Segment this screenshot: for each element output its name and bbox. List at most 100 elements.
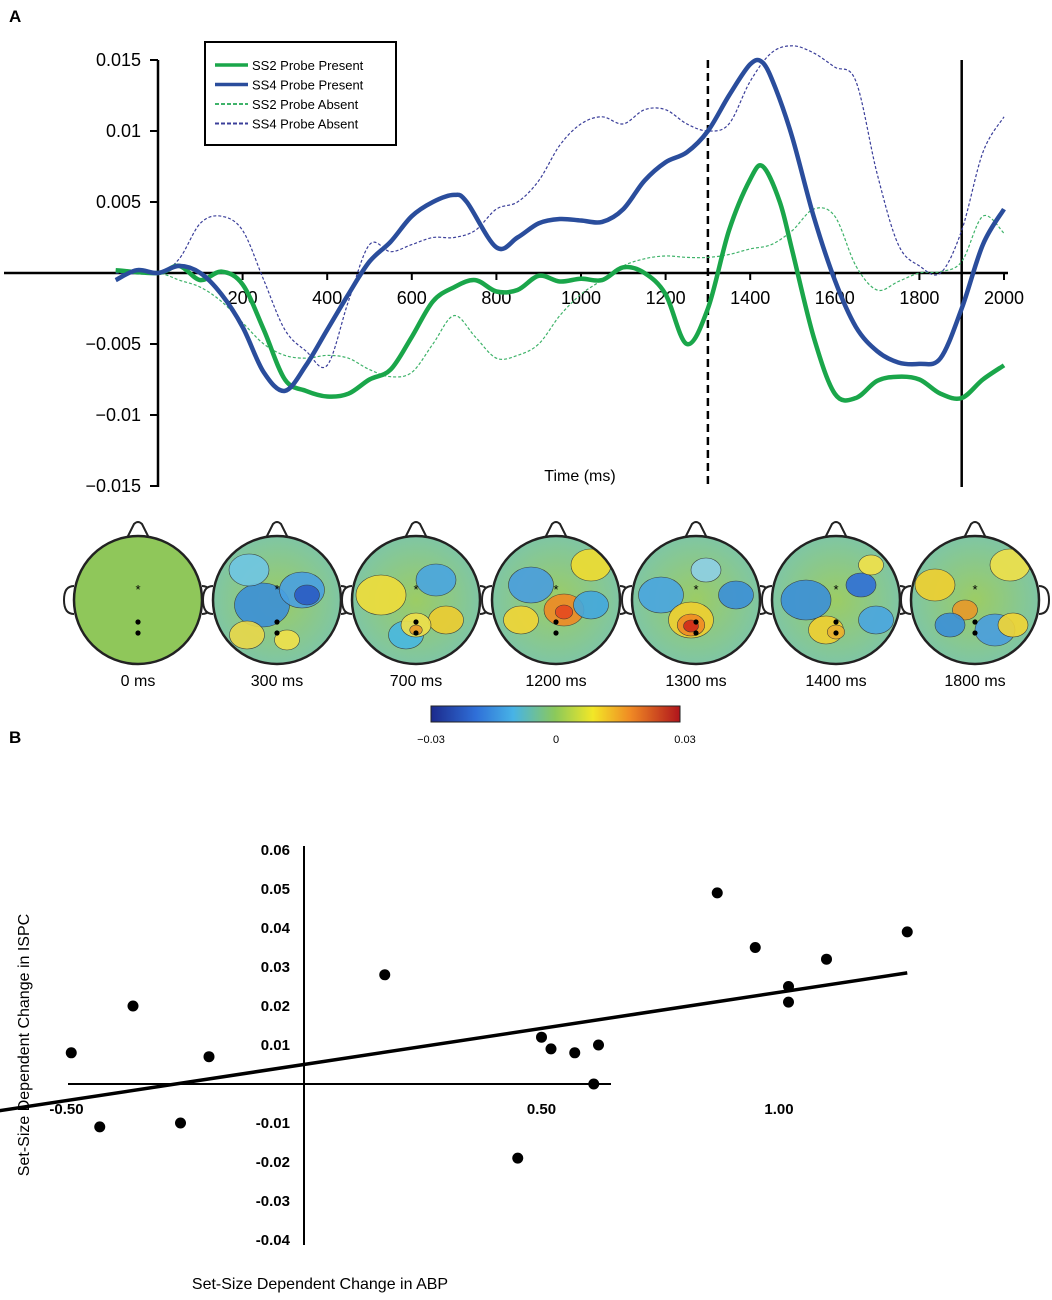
topo-map: * (620, 521, 772, 666)
b-x-tick-label: -0.50 (49, 1101, 83, 1118)
topo-electrode-dot (274, 630, 280, 636)
a-y-tick-label: 0.01 (106, 121, 141, 141)
a-x-tick-label: 400 (312, 288, 342, 308)
topo-contour-blob (573, 590, 609, 620)
series-line-ss2-probe-present (115, 163, 1006, 403)
a-y-tick-label: 0.005 (96, 192, 141, 212)
topo-time-label: 1300 ms (665, 673, 726, 690)
topo-contour-blob (997, 612, 1029, 638)
topo-contour-blob (914, 568, 956, 602)
topo-outline (630, 534, 762, 666)
topo-electrode-star: * (274, 582, 279, 597)
topo-electrode-star: * (833, 582, 838, 597)
series-line-ss4-probe-absent (115, 45, 1005, 369)
topo-electrode-dot (274, 619, 280, 625)
series-line-ss2-probe-absent (115, 207, 1005, 378)
scatter-point (821, 953, 832, 965)
topo-electrode-dot (693, 619, 699, 625)
b-x-axis-title: Set-Size Dependent Change in ABP (192, 1276, 448, 1293)
topo-contour-blob (428, 605, 464, 635)
topo-electrode-dot (553, 630, 559, 636)
a-legend: SS2 Probe Present SS4 Probe Present SS2 Pr… (204, 41, 397, 146)
topo-contour-blob (780, 579, 832, 621)
a-x-tick-label: 1000 (561, 288, 601, 308)
b-y-tick-label: -0.01 (256, 1115, 290, 1132)
topo-nose (824, 521, 848, 539)
topo-map: * (340, 521, 492, 666)
a-y-tick-label: −0.015 (85, 476, 141, 496)
colorbar-gradient (430, 705, 681, 723)
b-x-tick-label: 0.50 (527, 1101, 556, 1118)
topo-contour-blob (503, 605, 539, 635)
topo-electrode-dot (135, 630, 141, 636)
topo-time-label: 0 ms (121, 673, 156, 690)
topo-time-label: 700 ms (390, 673, 442, 690)
topo-electrode-star: * (972, 582, 977, 597)
topo-nose (404, 521, 428, 539)
topo-left-ear (760, 585, 773, 615)
topo-contour-blob (690, 557, 722, 583)
topo-maps: * 0 ms * 300 ms * 700 ms * 1200 ms * 1300 ms * 1400… (62, 521, 1051, 690)
scatter-point (512, 1152, 524, 1164)
b-y-tick-label: -0.03 (256, 1193, 290, 1210)
topo-left-ear (899, 585, 912, 615)
a-x-tick-label: 1400 (730, 288, 770, 308)
b-y-tick-label: 0.03 (261, 959, 290, 976)
scatter-point (749, 942, 761, 953)
scatter-point (65, 1047, 77, 1059)
series-line-ss4-probe-present (114, 57, 1006, 394)
topo-electrode-dot (833, 630, 839, 636)
a-x-tick-label: 600 (397, 288, 427, 308)
topo-nose (265, 521, 289, 539)
topo-right-ear (1038, 585, 1051, 615)
topo-contour-blob (355, 574, 407, 616)
topo-electrode-star: * (413, 582, 418, 597)
topo-contour-blob (415, 563, 457, 597)
scatter-point (783, 996, 794, 1008)
a-legend-label: SS4 Probe Absent (252, 117, 359, 132)
topo-contour-blob (989, 548, 1031, 582)
a-x-tick-label: 1800 (899, 288, 939, 308)
panel-b-scatter-chart: 0.06 0.05 0.04 0.03 0.02 0.01 -0.01 -0.02 -0.03 -… (0, 842, 913, 1293)
scatter-point (379, 969, 391, 981)
topo-map: * (480, 521, 632, 666)
topo-contour-blob (718, 580, 754, 610)
topo-outline (350, 534, 482, 666)
topo-contour-blob (638, 576, 684, 614)
panel-a-letter: A (9, 7, 21, 26)
topo-contour-blob (508, 566, 554, 604)
topo-scalp (632, 536, 760, 664)
scatter-point (711, 887, 723, 899)
topo-map: * (760, 521, 912, 666)
b-y-tick-label: 0.04 (261, 920, 291, 937)
topo-map: * (201, 521, 353, 666)
topo-contour-blob (554, 604, 574, 620)
b-y-tick-label: 0.06 (261, 842, 290, 859)
topo-contour-blob (228, 553, 270, 587)
scatter-point (127, 1000, 139, 1012)
topo-left-ear (201, 585, 214, 615)
a-legend-label: SS4 Probe Present (252, 78, 364, 93)
a-x-tick-label: 2000 (984, 288, 1024, 308)
a-legend-box (204, 41, 397, 146)
topo-contour-blob (274, 629, 300, 651)
scatter-point (175, 1117, 186, 1129)
scatter-point (901, 926, 913, 938)
scatter-point (203, 1051, 215, 1063)
topo-nose (126, 521, 150, 539)
topo-electrode-star: * (693, 582, 698, 597)
scatter-point (545, 1043, 557, 1055)
topo-time-label: 1400 ms (805, 673, 866, 690)
a-y-tick-label: 0.015 (96, 50, 141, 70)
a-x-tick-label: 1600 (815, 288, 855, 308)
topo-left-ear (62, 585, 75, 615)
topo-left-ear (480, 585, 493, 615)
topo-outline (490, 534, 622, 666)
topo-nose (963, 521, 987, 539)
a-y-tick-label: −0.005 (85, 334, 141, 354)
a-legend-label: SS2 Probe Present (252, 58, 364, 73)
topo-electrode-dot (833, 619, 839, 625)
topo-nose (544, 521, 568, 539)
topo-time-label: 1800 ms (944, 673, 1005, 690)
